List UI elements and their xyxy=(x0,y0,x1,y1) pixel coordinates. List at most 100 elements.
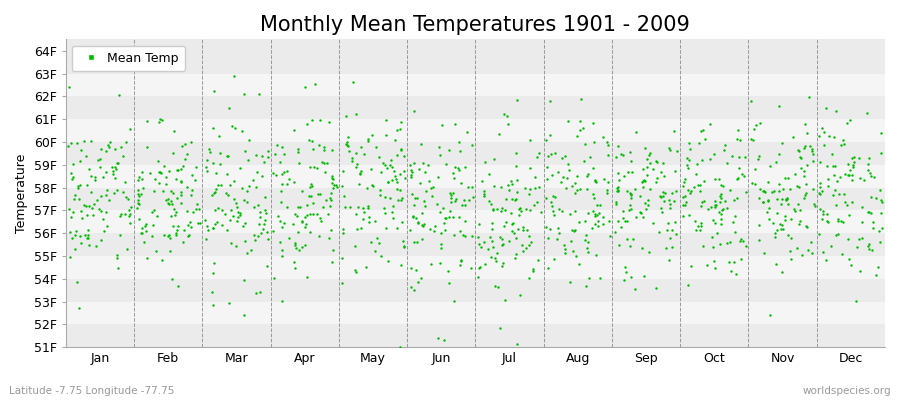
Point xyxy=(227,196,241,202)
Point xyxy=(775,222,789,228)
Point xyxy=(611,170,625,176)
Point xyxy=(453,228,467,234)
Point xyxy=(771,188,786,194)
Point xyxy=(235,184,249,191)
Point xyxy=(813,190,827,197)
Point xyxy=(76,201,91,208)
Point xyxy=(827,134,842,140)
Point xyxy=(130,196,145,203)
Point xyxy=(266,170,280,176)
Point xyxy=(590,218,605,224)
Point xyxy=(145,208,159,215)
Point xyxy=(170,226,184,233)
Point xyxy=(292,247,307,253)
Point xyxy=(410,239,424,245)
Point xyxy=(715,194,729,201)
Point xyxy=(641,197,655,203)
Point xyxy=(454,257,469,264)
Point xyxy=(508,254,522,261)
Point xyxy=(397,153,411,160)
Point xyxy=(681,282,696,288)
Point xyxy=(498,207,512,213)
Point xyxy=(174,188,188,195)
Point xyxy=(806,185,820,192)
Point xyxy=(680,162,694,168)
Point xyxy=(830,178,844,184)
Point xyxy=(619,217,634,224)
Point xyxy=(659,245,673,251)
Point xyxy=(521,275,535,281)
Point xyxy=(270,142,284,148)
Point xyxy=(791,201,806,207)
Point xyxy=(299,221,313,227)
Point xyxy=(698,178,712,185)
Point xyxy=(162,232,176,239)
Point xyxy=(191,220,205,226)
Point xyxy=(174,178,188,184)
Point xyxy=(576,125,590,132)
Point xyxy=(352,181,366,187)
Point xyxy=(407,287,421,294)
Point xyxy=(662,196,677,203)
Point xyxy=(696,242,710,249)
Point xyxy=(291,204,305,211)
Point xyxy=(364,239,378,245)
Point xyxy=(64,140,78,146)
Point xyxy=(326,184,340,191)
Point xyxy=(73,147,87,153)
Point xyxy=(734,236,748,242)
Point xyxy=(567,190,581,196)
Point xyxy=(394,146,409,152)
Point xyxy=(256,225,270,232)
Point xyxy=(816,142,831,148)
Point xyxy=(482,198,496,204)
Point xyxy=(378,162,392,168)
Point xyxy=(335,182,349,189)
Point xyxy=(394,197,409,203)
Point xyxy=(305,138,320,144)
Point xyxy=(224,207,238,213)
Point xyxy=(282,234,296,241)
Point xyxy=(184,139,198,145)
Point xyxy=(212,160,227,167)
Point xyxy=(640,172,654,178)
Point xyxy=(122,126,137,132)
Point xyxy=(240,250,255,256)
Point xyxy=(414,141,428,147)
Point xyxy=(289,244,303,251)
Point xyxy=(761,216,776,222)
Point xyxy=(720,240,734,246)
Point xyxy=(148,176,162,182)
Point xyxy=(178,156,193,162)
Point xyxy=(634,178,649,185)
Point xyxy=(492,131,507,137)
Point xyxy=(614,224,628,230)
Point xyxy=(102,197,116,204)
Point xyxy=(820,218,834,224)
Point xyxy=(63,229,77,235)
Point xyxy=(419,188,434,194)
Point xyxy=(752,237,766,243)
Point xyxy=(552,206,566,212)
Point xyxy=(100,187,114,193)
Point xyxy=(638,178,652,184)
Point xyxy=(586,208,600,215)
Point xyxy=(866,219,880,226)
Point xyxy=(222,105,237,111)
Point xyxy=(563,279,578,286)
Point xyxy=(531,257,545,263)
Point xyxy=(341,148,356,154)
Point xyxy=(580,171,595,177)
Point xyxy=(669,230,683,237)
Point xyxy=(176,162,190,169)
Point xyxy=(493,234,508,240)
Point xyxy=(176,227,191,234)
Point xyxy=(540,163,554,170)
Point xyxy=(526,202,541,208)
Point xyxy=(363,219,377,225)
Point xyxy=(541,235,555,241)
Point xyxy=(161,233,176,239)
Point xyxy=(580,210,595,216)
Point xyxy=(158,174,173,180)
Point xyxy=(62,84,77,90)
